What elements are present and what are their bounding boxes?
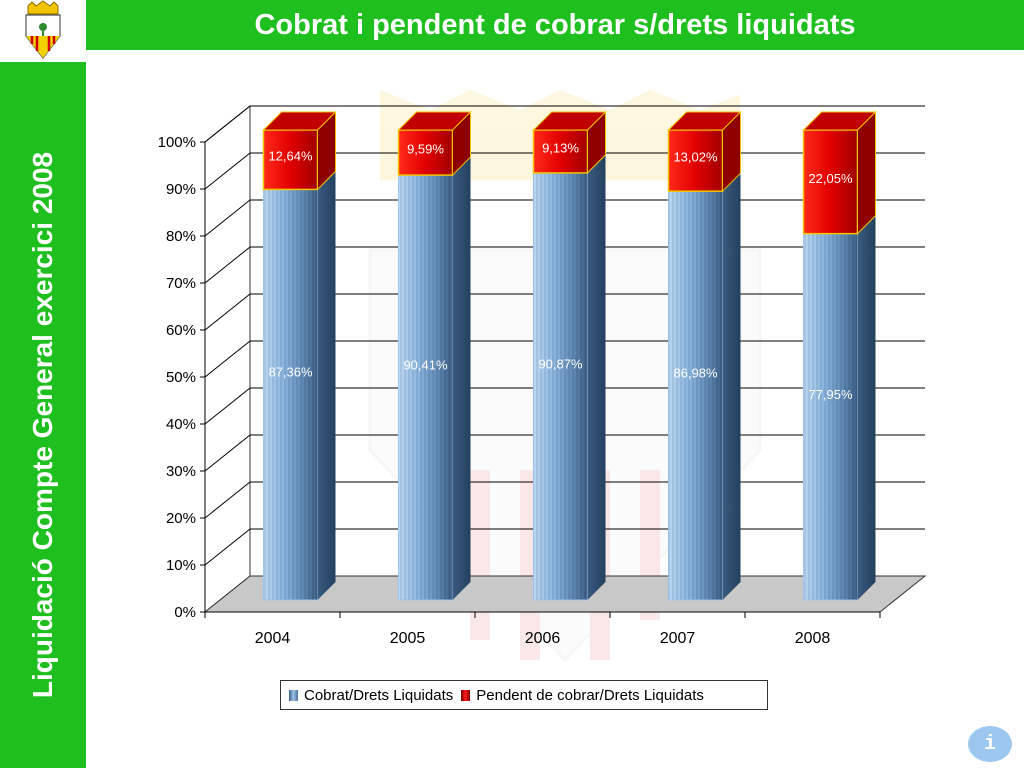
gridline (204, 481, 251, 519)
data-label-pending: 13,02% (673, 150, 718, 165)
x-tick-label: 2004 (255, 630, 291, 647)
gridline (204, 434, 251, 472)
legend-label-pending: Pendent de cobrar/Drets Liquidats (476, 686, 704, 704)
gridline (204, 293, 251, 331)
bar-pending (802, 129, 859, 235)
y-axis-ticks: 0% 10% 20% 30% 40% 50% 60% 70% 80% 90% 100% (158, 134, 205, 621)
header-bar (86, 0, 1024, 50)
bars: 87,36% 12,64% 90,41% 9,59% 90,87% 9,13% 86,98%… (262, 110, 877, 601)
x-tick-label: 2006 (525, 630, 561, 647)
y-tick-label: 20% (166, 510, 196, 527)
x-tick-label: 2005 (390, 630, 426, 647)
y-tick-label: 80% (166, 228, 196, 245)
page-title: Cobrat i pendent de cobrar s/drets liqui… (254, 8, 856, 41)
y-tick-label: 50% (166, 369, 196, 386)
y-tick-label: 30% (166, 463, 196, 480)
bar-collected-side (317, 171, 336, 600)
bar-pending-side (857, 110, 876, 235)
bar-pending-top (262, 111, 337, 131)
legend-swatch-pending (461, 689, 471, 701)
y-tick-label: 0% (174, 604, 196, 621)
gridline (204, 199, 251, 237)
bar-collected-side (452, 157, 471, 600)
bar-collected-texture (398, 175, 453, 600)
x-tick-label: 2008 (795, 630, 831, 647)
y-tick-label: 60% (166, 322, 196, 339)
chart-legend: Cobrat/Drets Liquidats Pendent de cobrar… (280, 680, 768, 710)
data-label-pending: 9,13% (542, 140, 579, 155)
data-label-collected: 90,87% (538, 356, 583, 371)
data-label-pending: 9,59% (407, 142, 444, 157)
data-label-pending: 12,64% (268, 149, 313, 164)
bar-collected-side (857, 215, 876, 600)
bar-pending (667, 129, 724, 192)
x-axis-ticks: 2004 2005 2006 2007 2008 (204, 612, 881, 647)
sidebar (0, 62, 86, 768)
data-label-collected: 86,98% (673, 366, 718, 381)
bar-pending (262, 129, 319, 191)
info-button[interactable]: i (968, 726, 1012, 762)
legend-item-pending: Pendent de cobrar/Drets Liquidats (461, 687, 704, 704)
gridline (204, 105, 251, 143)
bar-pending-top (667, 111, 742, 131)
gridline (204, 152, 251, 190)
data-label-collected: 90,41% (403, 358, 448, 373)
bar-pending (397, 129, 454, 176)
bar-collected-side (587, 154, 606, 600)
y-tick-label: 70% (166, 275, 196, 292)
bar-pending-top (397, 111, 472, 131)
gridline (204, 528, 251, 566)
bar-collected-texture (263, 189, 318, 600)
data-label-collected: 87,36% (268, 365, 313, 380)
y-tick-label: 90% (166, 181, 196, 198)
data-label-collected: 77,95% (808, 387, 853, 402)
coat-of-arms-logo (0, 0, 86, 62)
bar-collected-side (722, 173, 741, 600)
y-tick-label: 100% (158, 134, 196, 151)
bar-pending-top (802, 111, 877, 131)
bar-pending-top (532, 111, 607, 131)
data-label-pending: 22,05% (808, 171, 853, 186)
gridline (204, 340, 251, 378)
x-tick-label: 2007 (660, 630, 696, 647)
gridline (204, 246, 251, 284)
legend-item-collected: Cobrat/Drets Liquidats (289, 687, 453, 704)
legend-label-collected: Cobrat/Drets Liquidats (304, 686, 454, 704)
bar-collected-texture (803, 233, 858, 600)
bar-collected-texture (533, 172, 588, 600)
gridline (204, 387, 251, 425)
y-tick-label: 40% (166, 416, 196, 433)
legend-swatch-collected (289, 689, 298, 701)
bar-collected-texture (668, 191, 723, 600)
y-tick-label: 10% (166, 557, 196, 574)
